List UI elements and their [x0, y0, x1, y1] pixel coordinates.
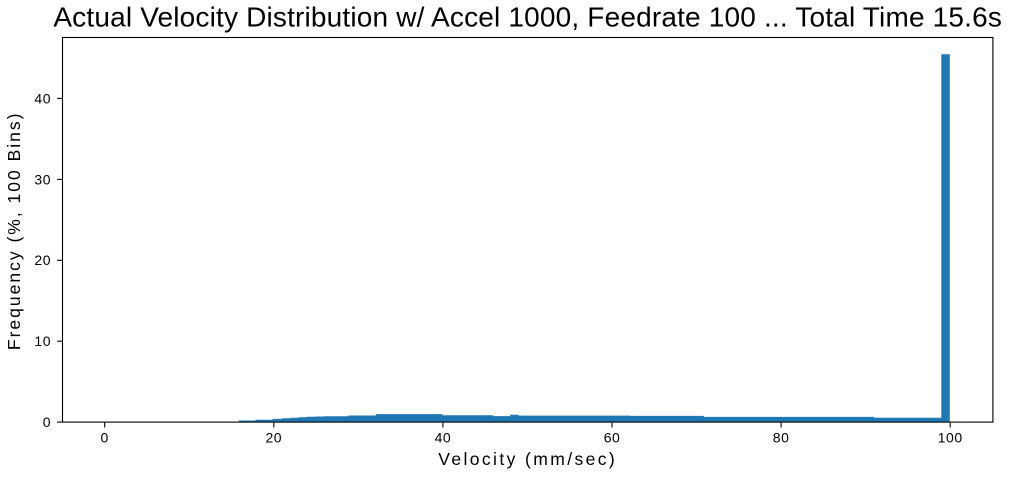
svg-text:30: 30: [34, 171, 51, 187]
svg-text:Velocity (mm/sec): Velocity (mm/sec): [438, 449, 617, 469]
svg-text:20: 20: [266, 430, 283, 446]
svg-text:20: 20: [34, 252, 51, 268]
svg-text:100: 100: [938, 430, 963, 446]
svg-text:0: 0: [43, 414, 51, 430]
svg-text:10: 10: [34, 333, 51, 349]
svg-text:0: 0: [101, 430, 109, 446]
svg-text:Frequency (%, 100 Bins): Frequency (%, 100 Bins): [4, 112, 24, 351]
svg-text:40: 40: [435, 430, 452, 446]
svg-text:80: 80: [773, 430, 790, 446]
svg-text:60: 60: [604, 430, 621, 446]
svg-text:40: 40: [34, 90, 51, 106]
svg-text:Actual Velocity Distribution w: Actual Velocity Distribution w/ Accel 10…: [53, 2, 1002, 33]
